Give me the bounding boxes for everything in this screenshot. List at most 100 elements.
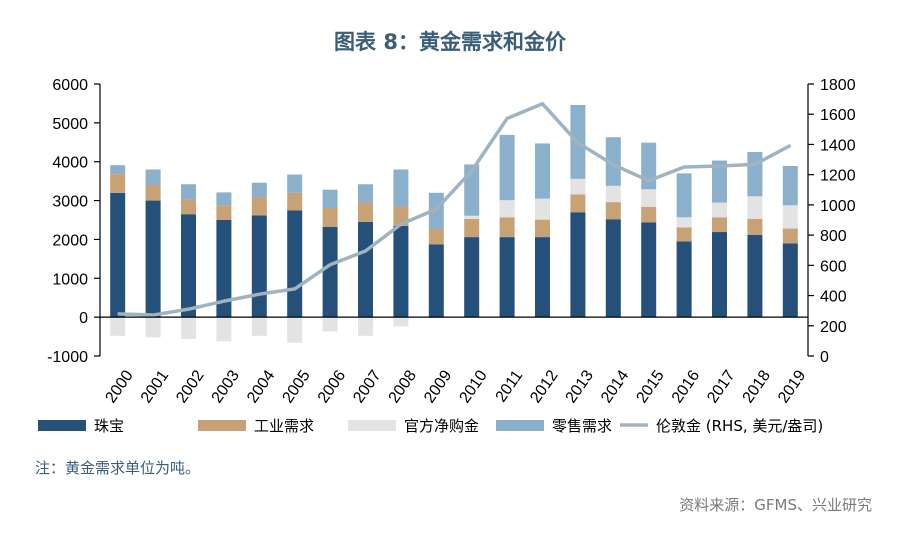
- bar-segment: [676, 217, 692, 228]
- bar-segment: [322, 189, 338, 208]
- bar-segment: [676, 227, 692, 242]
- left-tick-label: -1000: [47, 349, 88, 366]
- x-tick-label: 2006: [315, 367, 349, 406]
- bar-segment: [145, 185, 161, 201]
- left-tick-label: 4000: [52, 155, 88, 172]
- x-tick-label: 2012: [527, 367, 561, 406]
- x-tick-label: 2011: [493, 367, 527, 405]
- bar-segment: [712, 217, 727, 233]
- bar-segment: [535, 198, 550, 220]
- bar-segment: [216, 220, 232, 318]
- bar-segment: [110, 192, 126, 318]
- bar-segment: [605, 202, 621, 220]
- legend-label: 伦敦金 (RHS, 美元/盎司): [656, 417, 823, 435]
- right-tick-label: 800: [820, 228, 847, 245]
- legend-swatch: [496, 420, 544, 431]
- bar-segment: [676, 173, 692, 218]
- bar-segment: [428, 244, 444, 318]
- bar-segment: [464, 218, 480, 238]
- x-tick-label: 2000: [102, 367, 136, 406]
- legend-label: 零售需求: [552, 417, 612, 435]
- left-tick-label: 2000: [52, 232, 88, 249]
- bar-segment: [251, 215, 267, 318]
- bar-segment: [358, 221, 373, 318]
- bar-segment: [251, 197, 267, 216]
- bar-segment: [782, 205, 798, 229]
- bar-segment: [216, 192, 232, 206]
- bar-segment: [641, 222, 657, 318]
- bar-segment: [287, 317, 303, 343]
- bar-segment: [535, 237, 550, 318]
- chart-source: 资料来源：GFMS、兴业研究: [679, 496, 872, 514]
- bar-segment: [641, 189, 657, 207]
- left-tick-label: 0: [79, 310, 88, 327]
- x-tick-label: 2017: [704, 367, 738, 406]
- right-tick-label: 400: [820, 289, 847, 306]
- bar-segment: [535, 219, 550, 238]
- bar-segment: [570, 178, 586, 195]
- bar-segment: [393, 169, 409, 207]
- bar-segment: [322, 207, 338, 227]
- bar-segment: [464, 237, 480, 318]
- x-tick-label: 2016: [669, 367, 703, 406]
- right-tick-label: 1600: [820, 107, 856, 124]
- bar-segment: [605, 137, 621, 186]
- bar-segment: [393, 225, 409, 318]
- bar-segment: [110, 174, 126, 193]
- left-tick-label: 1000: [52, 271, 88, 288]
- x-tick-label: 2019: [775, 367, 809, 406]
- bar-segment: [570, 212, 586, 318]
- bar-segment: [499, 200, 515, 218]
- x-tick-label: 2005: [279, 367, 313, 406]
- gold-price-line: [117, 102, 792, 317]
- x-tick-label: 2004: [244, 367, 278, 406]
- bar-segment: [641, 206, 657, 223]
- bar-segment: [251, 317, 267, 336]
- right-tick-label: 1200: [820, 168, 856, 185]
- bar-segment: [782, 165, 798, 206]
- right-tick-label: 1400: [820, 137, 856, 154]
- legend-label: 工业需求: [254, 417, 314, 435]
- bar-segment: [145, 200, 161, 318]
- bar-segment: [287, 210, 303, 318]
- bar-segment: [782, 228, 798, 244]
- chart-note: 注：黄金需求单位为吨。: [35, 459, 201, 477]
- x-tick-label: 2007: [350, 367, 384, 406]
- bar-segment: [322, 226, 338, 318]
- bar-segment: [747, 152, 763, 197]
- x-tick-label: 2013: [563, 367, 597, 406]
- bar-segment: [535, 143, 550, 199]
- bar-segment: [712, 232, 727, 318]
- bar-segment: [393, 317, 409, 327]
- bar-segment: [181, 317, 196, 339]
- bar-segment: [358, 202, 373, 222]
- right-tick-label: 200: [820, 319, 847, 336]
- right-tick-label: 0: [820, 349, 829, 366]
- x-tick-label: 2009: [421, 367, 455, 406]
- bar-segment: [181, 199, 196, 215]
- bar-segment: [287, 174, 303, 193]
- bar-segment: [287, 192, 303, 211]
- left-tick-label: 3000: [52, 194, 88, 211]
- left-tick-label: 5000: [52, 116, 88, 133]
- bar-segment: [747, 234, 763, 318]
- bar-segment: [428, 228, 444, 245]
- x-tick-label: 2018: [740, 367, 774, 406]
- bar-segment: [145, 169, 161, 186]
- bar-segment: [605, 219, 621, 318]
- x-tick-label: 2003: [209, 367, 243, 406]
- bar-segment: [110, 165, 126, 175]
- bar-segment: [110, 317, 126, 336]
- bar-segment: [605, 185, 621, 203]
- bar-segment: [358, 184, 373, 203]
- bar-segment: [251, 182, 267, 198]
- legend-swatch: [348, 420, 396, 431]
- bar-segment: [570, 194, 586, 213]
- left-tick-label: 6000: [52, 77, 88, 94]
- bar-segment: [145, 317, 161, 338]
- legend-label: 珠宝: [94, 417, 124, 435]
- x-tick-label: 2002: [173, 367, 207, 406]
- right-tick-label: 1800: [820, 77, 856, 94]
